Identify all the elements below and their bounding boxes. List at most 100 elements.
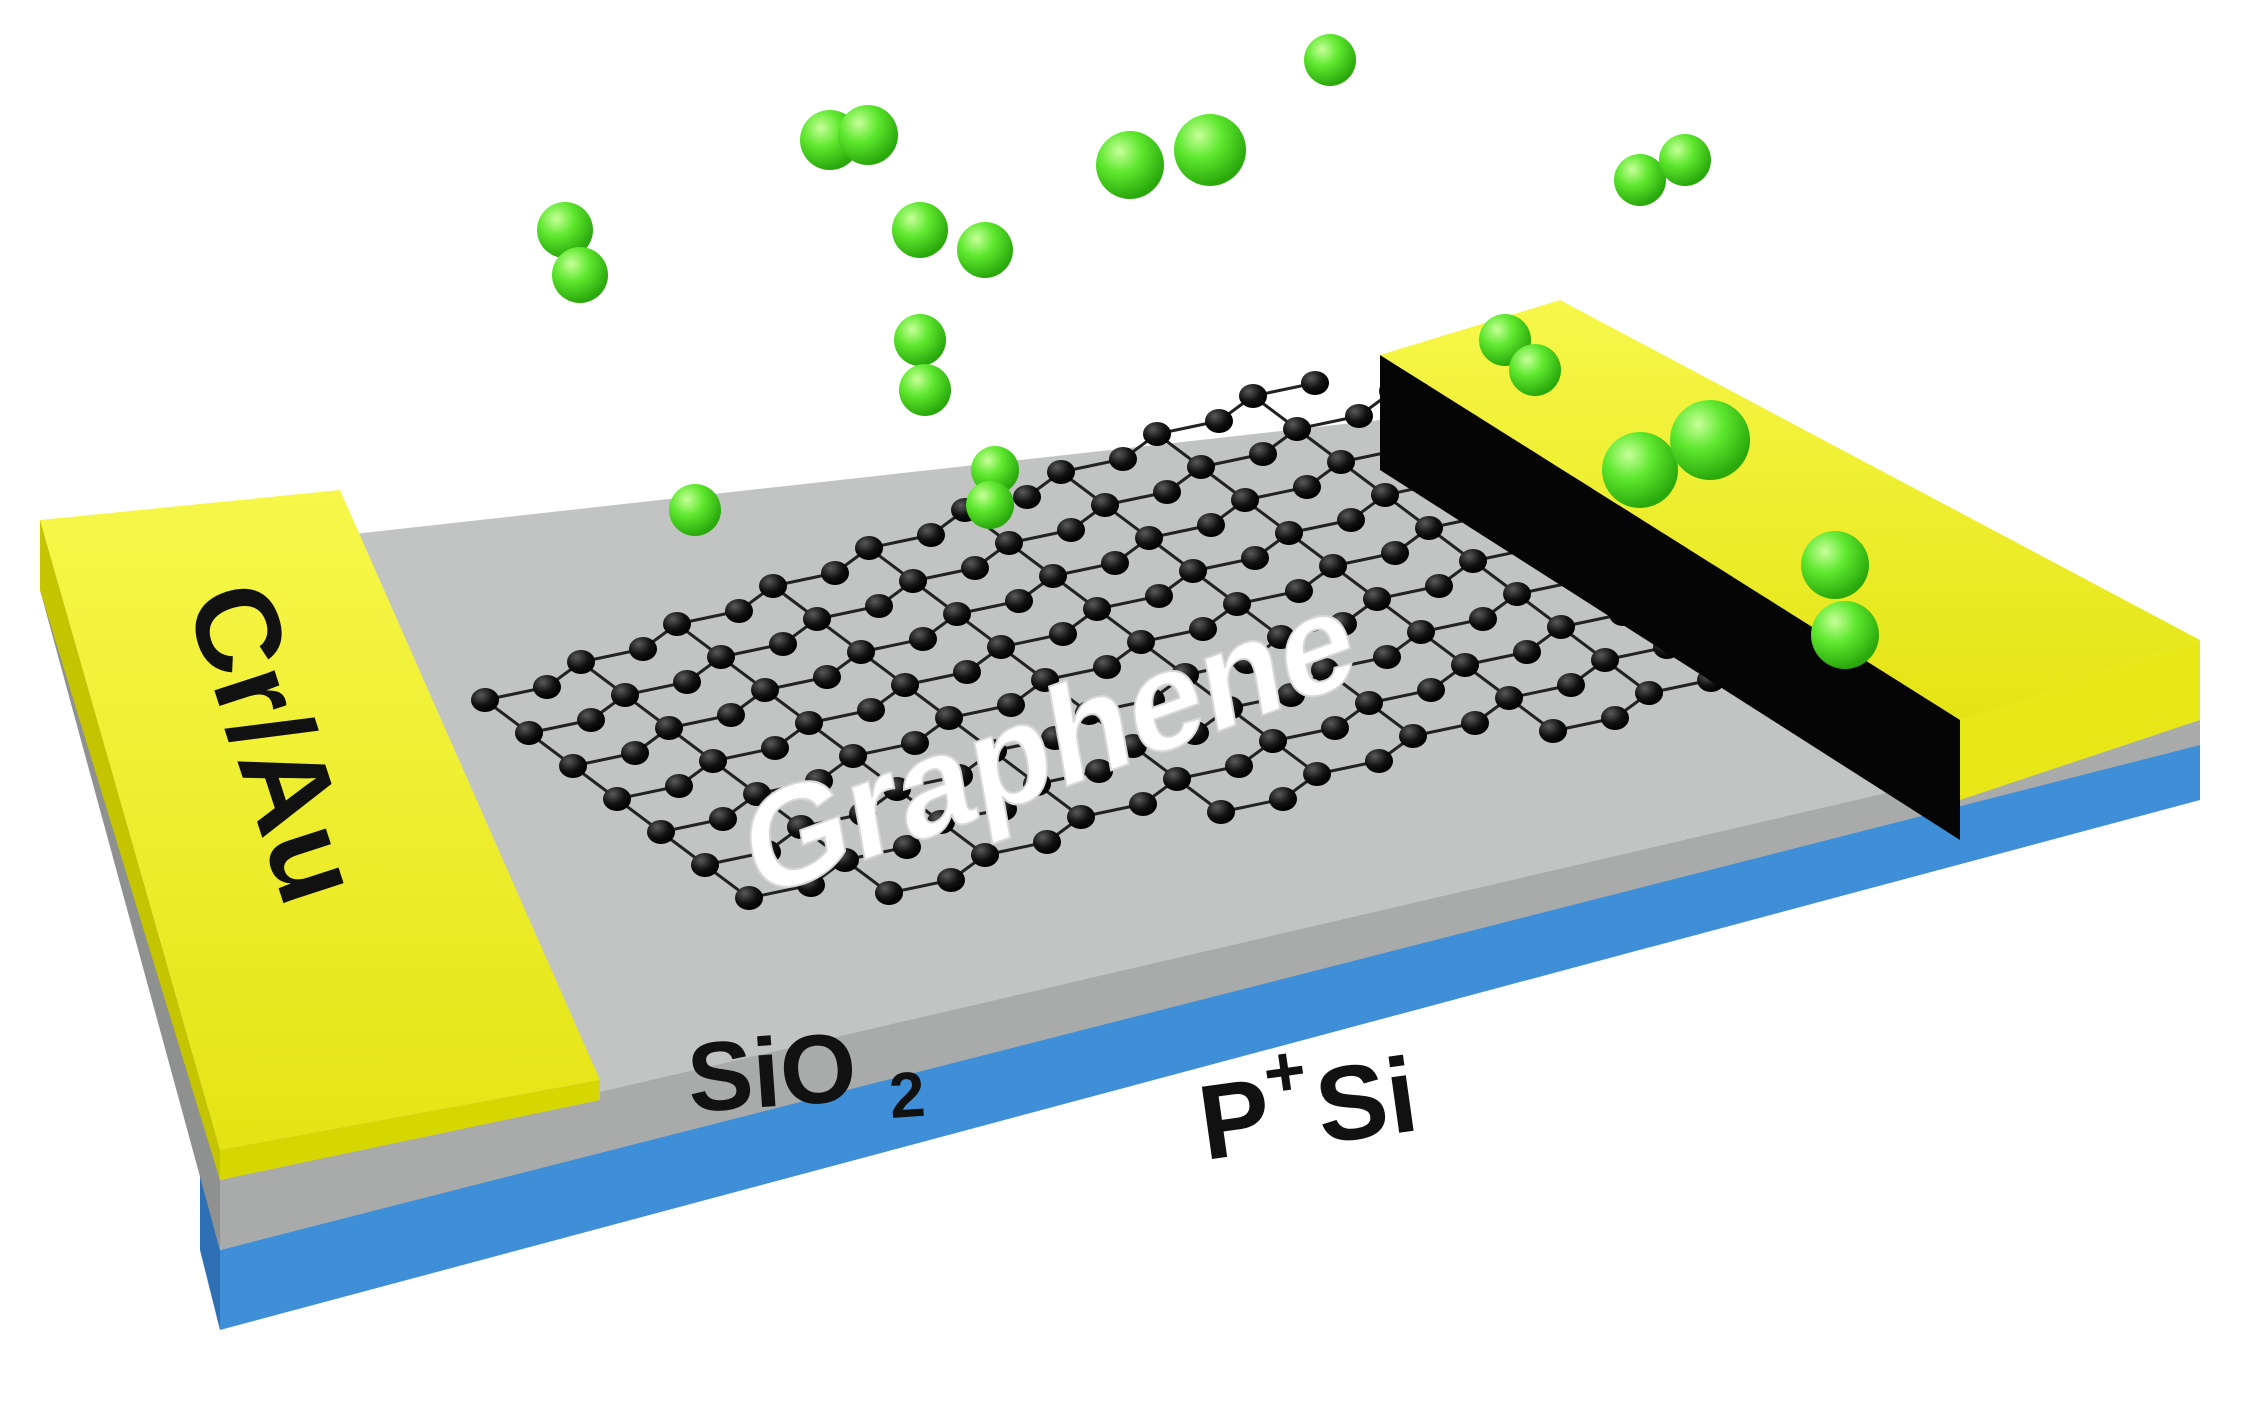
carbon-atom [1399, 724, 1427, 748]
carbon-atom [1041, 726, 1069, 750]
carbon-atom [1249, 442, 1277, 466]
carbon-atom [1101, 551, 1129, 575]
carbon-atom [611, 683, 639, 707]
carbon-atom [1283, 417, 1311, 441]
silicon-front-face [220, 740, 2200, 1330]
right-electrode-top [1380, 300, 2200, 720]
carbon-atom [1135, 526, 1163, 550]
carbon-atom [761, 736, 789, 760]
carbon-atom [821, 561, 849, 585]
carbon-atom [709, 807, 737, 831]
carbon-atom [1109, 447, 1137, 471]
carbon-atom [1269, 787, 1297, 811]
left-electrode-side [220, 1080, 600, 1180]
gas-molecule [537, 202, 608, 303]
carbon-atom [1371, 483, 1399, 507]
carbon-atom [1129, 792, 1157, 816]
gas-atom [838, 105, 898, 165]
oxide-front-face [220, 720, 2200, 1250]
carbon-atom [769, 632, 797, 656]
carbon-atom [1327, 450, 1355, 474]
carbon-atom [945, 764, 973, 788]
gas-atom [1096, 131, 1164, 199]
carbon-atom [795, 711, 823, 735]
oxide-label-main: SiO [684, 1011, 860, 1133]
carbon-atom [937, 868, 965, 892]
carbon-atom [1013, 485, 1041, 509]
gas-molecules [537, 34, 1879, 669]
carbon-atom [953, 660, 981, 684]
substrate-label: P + Si [1192, 1030, 1425, 1183]
carbon-atom [1033, 830, 1061, 854]
carbon-atom [1381, 541, 1409, 565]
gas-molecule [1304, 34, 1356, 86]
carbon-atom [1407, 620, 1435, 644]
gas-atom [669, 484, 721, 536]
carbon-atom [1075, 701, 1103, 725]
carbon-atom [1057, 518, 1085, 542]
right-electrode-front [1960, 640, 2200, 800]
carbon-atom [753, 840, 781, 864]
gas-atom [1659, 134, 1711, 186]
gas-atom [1304, 34, 1356, 86]
carbon-atom [1145, 584, 1173, 608]
carbon-atom [1171, 663, 1199, 687]
carbon-atom [1311, 658, 1339, 682]
carbon-atom [533, 675, 561, 699]
carbon-atom [1425, 574, 1453, 598]
carbon-atom [805, 769, 833, 793]
left-electrode [40, 490, 600, 1180]
carbon-atom [655, 716, 683, 740]
carbon-atom [1601, 706, 1629, 730]
carbon-atom [647, 820, 675, 844]
carbon-atom [1163, 767, 1191, 791]
carbon-atom [901, 731, 929, 755]
gas-atom [537, 202, 593, 258]
gas-atom [957, 222, 1013, 278]
carbon-atom [577, 708, 605, 732]
carbon-atom [927, 810, 955, 834]
carbon-atom [1189, 617, 1217, 641]
carbon-atom [1225, 754, 1253, 778]
carbon-atom [1459, 549, 1487, 573]
carbon-atom [1049, 622, 1077, 646]
carbon-atom [1047, 460, 1075, 484]
gas-molecule [894, 314, 951, 416]
carbon-atom [1417, 678, 1445, 702]
carbon-atom [899, 569, 927, 593]
carbon-atom [1301, 371, 1329, 395]
right-electrode-wall [1380, 355, 1960, 840]
carbon-atom [1223, 592, 1251, 616]
carbon-atom [797, 873, 825, 897]
carbon-atom [893, 835, 921, 859]
carbon-atom [603, 787, 631, 811]
carbon-atom [699, 749, 727, 773]
carbon-atom [1205, 409, 1233, 433]
carbon-atom [1207, 800, 1235, 824]
oxide-label-subscript: 2 [887, 1058, 928, 1132]
gas-atom [892, 202, 948, 258]
carbon-atom [725, 599, 753, 623]
carbon-atom [1469, 607, 1497, 631]
carbon-atom [567, 650, 595, 674]
substrate-label-si: Si [1309, 1036, 1425, 1167]
gas-molecule [1614, 134, 1711, 206]
carbon-atom [1461, 711, 1489, 735]
carbon-atom [1355, 691, 1383, 715]
gas-molecule [800, 105, 898, 170]
gas-atom [1174, 114, 1246, 186]
carbon-atom [1539, 719, 1567, 743]
carbon-atom [1337, 508, 1365, 532]
carbon-atom [1635, 681, 1663, 705]
carbon-atom [629, 637, 657, 661]
carbon-atom [1179, 559, 1207, 583]
carbon-atom [1005, 589, 1033, 613]
carbon-atom [1031, 668, 1059, 692]
carbon-atom [1187, 455, 1215, 479]
carbon-atom [1153, 480, 1181, 504]
carbon-atom [665, 774, 693, 798]
carbon-atom [663, 612, 691, 636]
left-electrode-top [40, 490, 600, 1150]
carbon-atom [987, 635, 1015, 659]
